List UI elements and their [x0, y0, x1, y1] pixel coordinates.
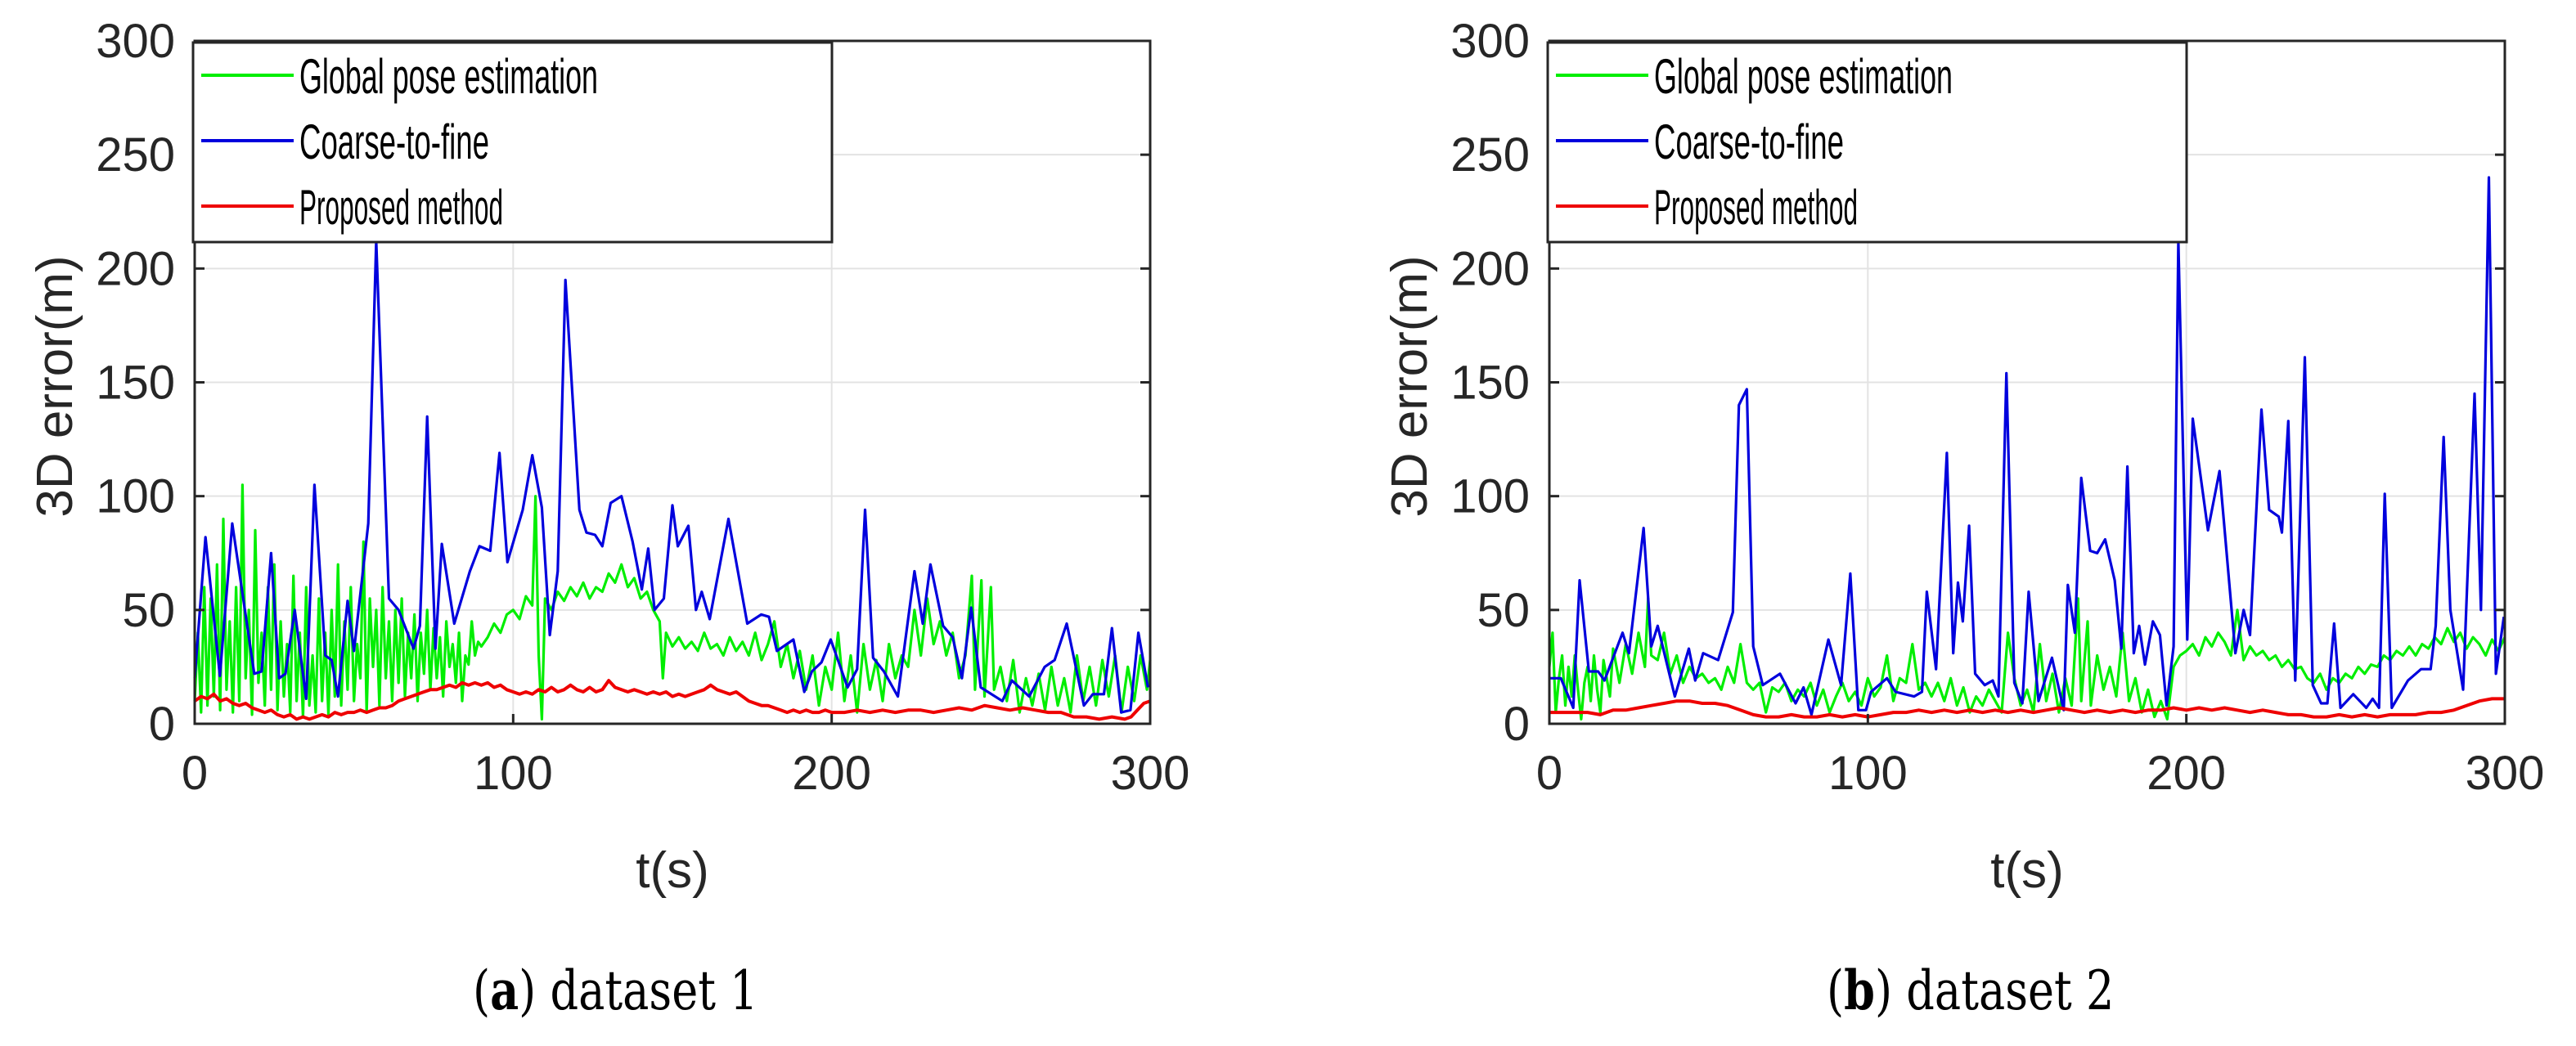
y-tick-label: 50: [1477, 584, 1530, 637]
y-tick-label: 200: [96, 242, 175, 295]
legend-item: Coarse-to-fine: [1556, 114, 1844, 169]
y-tick-label: 200: [1450, 242, 1530, 295]
y-axis-label: 3D error(m): [27, 255, 83, 517]
y-tick-label: 0: [149, 698, 175, 751]
x-tick-label: 100: [474, 747, 553, 800]
caption-text: dataset 1: [536, 959, 758, 1022]
y-tick-label: 0: [1504, 698, 1530, 751]
legend-box: [191, 41, 834, 244]
y-tick-label: 100: [96, 470, 175, 523]
caption-a: (a) dataset 1: [473, 958, 758, 1022]
series-line-proposed-method: [193, 679, 1151, 721]
x-tick-label: 200: [792, 747, 871, 800]
y-axis-label: 3D error(m): [1382, 255, 1438, 517]
caption-letter: a: [490, 958, 519, 1022]
legend-label: Proposed method: [299, 180, 503, 235]
y-tick-label: 250: [1450, 128, 1530, 182]
y-tick-label: 250: [96, 128, 175, 182]
legend-label: Global pose estimation: [1654, 49, 1953, 104]
caption-letter: b: [1844, 958, 1875, 1022]
series-group: [1548, 176, 2506, 721]
x-tick-label: 0: [182, 747, 208, 800]
legend: Global pose estimation Coarse-to-fine Prop…: [1546, 41, 2188, 244]
legend-item: Proposed method: [201, 180, 503, 235]
legend-label: Coarse-to-fine: [1654, 114, 1844, 169]
legend-label: Proposed method: [1654, 180, 1858, 235]
legend: Global pose estimation Coarse-to-fine Prop…: [191, 41, 834, 244]
x-tick-label: 0: [1536, 747, 1562, 800]
series-line-coarse-to-fine: [1549, 176, 2506, 716]
y-tick-label: 50: [122, 584, 175, 637]
series-line-proposed-method: [1549, 697, 2505, 719]
series-line-global-pose-estimation: [1548, 597, 2506, 721]
series-group: [193, 240, 1152, 721]
panel-b: 0 100 200 300 0 50 100 150 200 250 300 t(s) 3D error…: [1355, 0, 2576, 1046]
x-axis-label: t(s): [636, 842, 709, 899]
panel-a: 0 100 200 300 0 50 100 150 200 250 300 t(s) 3D error…: [27, 15, 1190, 1022]
legend-item: Coarse-to-fine: [201, 114, 489, 169]
y-tick-label: 100: [1450, 470, 1530, 523]
y-tick-label: 300: [96, 15, 175, 68]
line-chart-dataset-2: 0 100 200 300 0 50 100 150 200 250 300 t(s) 3D error…: [1382, 15, 2545, 899]
caption-b: (b) dataset 2: [1827, 958, 2115, 1022]
x-tick-label: 200: [2147, 747, 2226, 800]
legend-item: Global pose estimation: [1556, 49, 1953, 104]
y-tick-label: 300: [1450, 15, 1530, 68]
legend-item: Global pose estimation: [201, 49, 598, 104]
x-tick-label: 300: [1111, 747, 1190, 800]
x-axis-label: t(s): [1990, 842, 2064, 899]
y-tick-label: 150: [1450, 357, 1530, 410]
legend-label: Global pose estimation: [299, 49, 598, 104]
caption-text: dataset 2: [1892, 959, 2115, 1022]
x-tick-label: 300: [2466, 747, 2545, 800]
legend-item: Proposed method: [1556, 180, 1858, 235]
legend-label: Coarse-to-fine: [299, 114, 489, 169]
legend-box: [1546, 41, 2188, 244]
x-tick-label: 100: [1828, 747, 1908, 800]
series-line-coarse-to-fine: [193, 240, 1149, 714]
line-chart-dataset-1: 0 100 200 300 0 50 100 150 200 250 300 t(s) 3D error…: [27, 15, 1190, 899]
y-tick-label: 150: [96, 357, 175, 410]
